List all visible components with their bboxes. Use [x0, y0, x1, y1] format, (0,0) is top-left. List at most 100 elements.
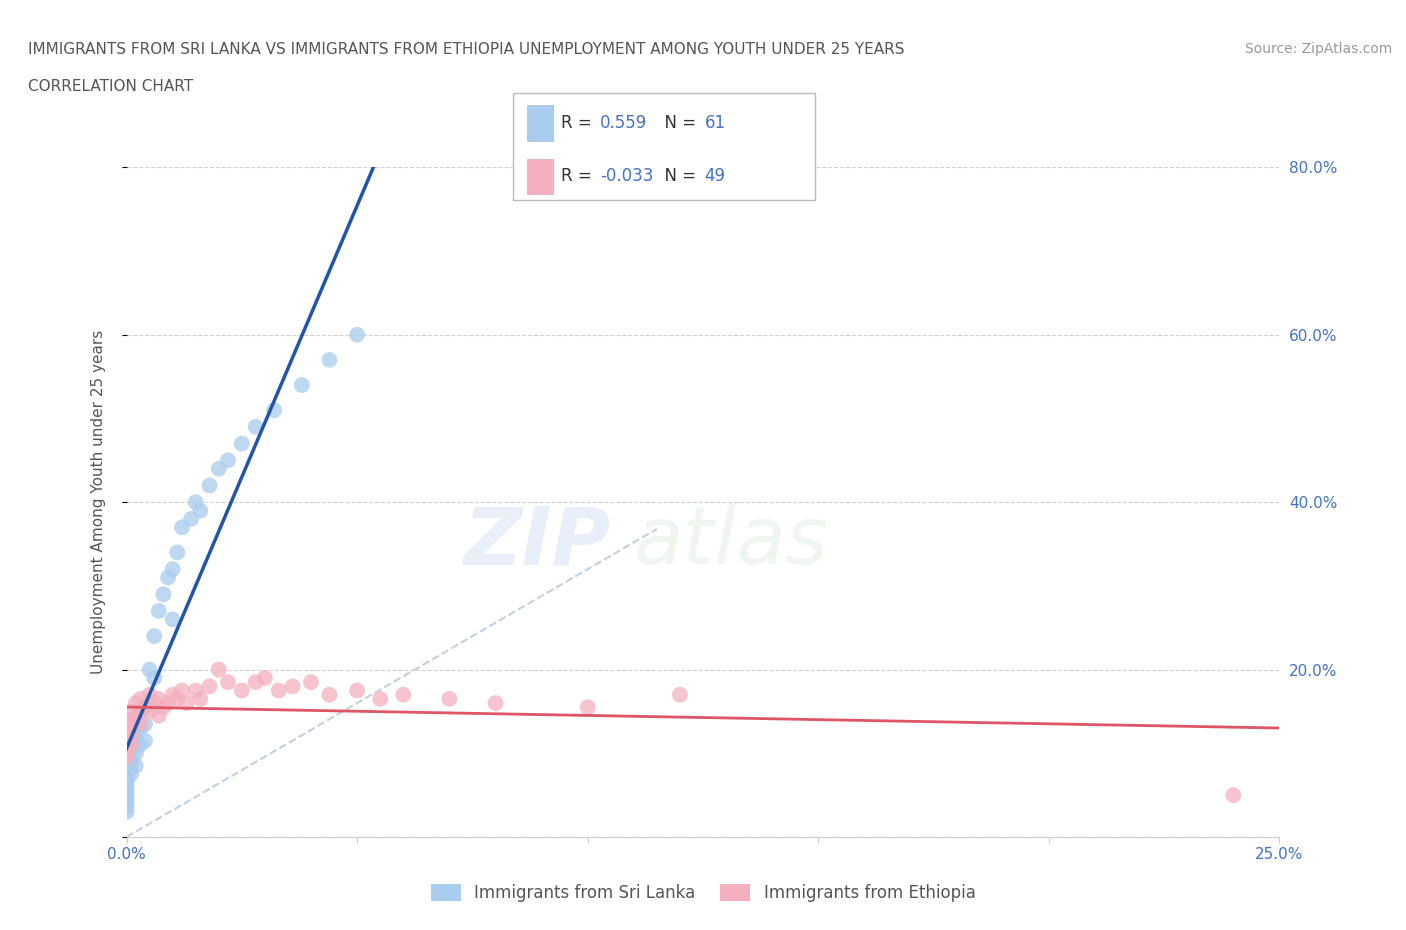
- Point: [120, 742, 142, 757]
- Text: 0.559: 0.559: [600, 114, 648, 132]
- Point: [143, 629, 166, 644]
- Point: [231, 684, 253, 698]
- Point: [129, 717, 152, 732]
- Point: [115, 763, 138, 777]
- Point: [129, 704, 152, 719]
- Point: [157, 696, 180, 711]
- Text: R =: R =: [561, 167, 598, 185]
- Point: [115, 717, 138, 732]
- Legend: Immigrants from Sri Lanka, Immigrants from Ethiopia: Immigrants from Sri Lanka, Immigrants fr…: [425, 878, 981, 909]
- Point: [152, 587, 174, 602]
- Point: [115, 771, 138, 786]
- Point: [138, 662, 160, 677]
- Point: [115, 746, 138, 761]
- Point: [129, 692, 152, 707]
- Point: [245, 675, 267, 690]
- Point: [263, 403, 285, 418]
- Text: Source: ZipAtlas.com: Source: ZipAtlas.com: [1244, 42, 1392, 56]
- Point: [184, 684, 207, 698]
- Text: 49: 49: [704, 167, 725, 185]
- Point: [120, 725, 142, 740]
- Point: [125, 709, 148, 724]
- Text: ZIP: ZIP: [464, 503, 610, 581]
- Point: [291, 378, 314, 392]
- Point: [120, 704, 142, 719]
- Point: [115, 804, 138, 819]
- Point: [299, 675, 322, 690]
- Point: [188, 503, 211, 518]
- Point: [217, 675, 239, 690]
- Point: [138, 704, 160, 719]
- Point: [162, 612, 184, 627]
- Point: [138, 696, 160, 711]
- Point: [115, 792, 138, 807]
- Text: 61: 61: [704, 114, 725, 132]
- Point: [129, 721, 152, 736]
- Point: [166, 545, 188, 560]
- Point: [162, 687, 184, 702]
- Point: [281, 679, 304, 694]
- Point: [120, 717, 142, 732]
- Point: [346, 327, 368, 342]
- Point: [115, 742, 138, 757]
- Text: atlas: atlas: [634, 503, 828, 581]
- Point: [143, 671, 166, 685]
- Point: [115, 754, 138, 769]
- Point: [143, 696, 166, 711]
- Point: [484, 696, 506, 711]
- Point: [188, 692, 211, 707]
- Text: -0.033: -0.033: [600, 167, 654, 185]
- Point: [129, 704, 152, 719]
- Point: [134, 717, 156, 732]
- Point: [231, 436, 253, 451]
- Point: [318, 687, 340, 702]
- Text: N =: N =: [654, 167, 702, 185]
- Point: [115, 733, 138, 748]
- Point: [148, 604, 170, 618]
- Point: [115, 721, 138, 736]
- Point: [115, 737, 138, 752]
- Point: [115, 779, 138, 794]
- Point: [148, 692, 170, 707]
- Point: [267, 684, 290, 698]
- Y-axis label: Unemployment Among Youth under 25 years: Unemployment Among Youth under 25 years: [91, 330, 105, 674]
- Point: [162, 562, 184, 577]
- Point: [134, 700, 156, 715]
- Point: [439, 692, 461, 707]
- Point: [120, 750, 142, 764]
- Point: [125, 746, 148, 761]
- Point: [318, 352, 340, 367]
- Text: R =: R =: [561, 114, 598, 132]
- Point: [180, 512, 202, 526]
- Point: [125, 696, 148, 711]
- Point: [152, 700, 174, 715]
- Point: [208, 461, 231, 476]
- Point: [576, 700, 599, 715]
- Point: [134, 700, 156, 715]
- Point: [120, 737, 142, 752]
- Point: [1222, 788, 1244, 803]
- Text: CORRELATION CHART: CORRELATION CHART: [28, 79, 193, 94]
- Point: [115, 766, 138, 781]
- Point: [392, 687, 415, 702]
- Point: [346, 684, 368, 698]
- Point: [115, 712, 138, 727]
- Point: [198, 679, 221, 694]
- Point: [115, 788, 138, 803]
- Point: [208, 662, 231, 677]
- Point: [125, 759, 148, 774]
- Point: [115, 729, 138, 744]
- Point: [115, 783, 138, 798]
- Point: [115, 742, 138, 757]
- Point: [115, 750, 138, 764]
- Point: [115, 796, 138, 811]
- Point: [170, 684, 193, 698]
- Point: [148, 709, 170, 724]
- Point: [115, 759, 138, 774]
- Point: [253, 671, 276, 685]
- Point: [120, 729, 142, 744]
- Point: [170, 520, 193, 535]
- Point: [368, 692, 391, 707]
- Point: [115, 733, 138, 748]
- Point: [129, 737, 152, 752]
